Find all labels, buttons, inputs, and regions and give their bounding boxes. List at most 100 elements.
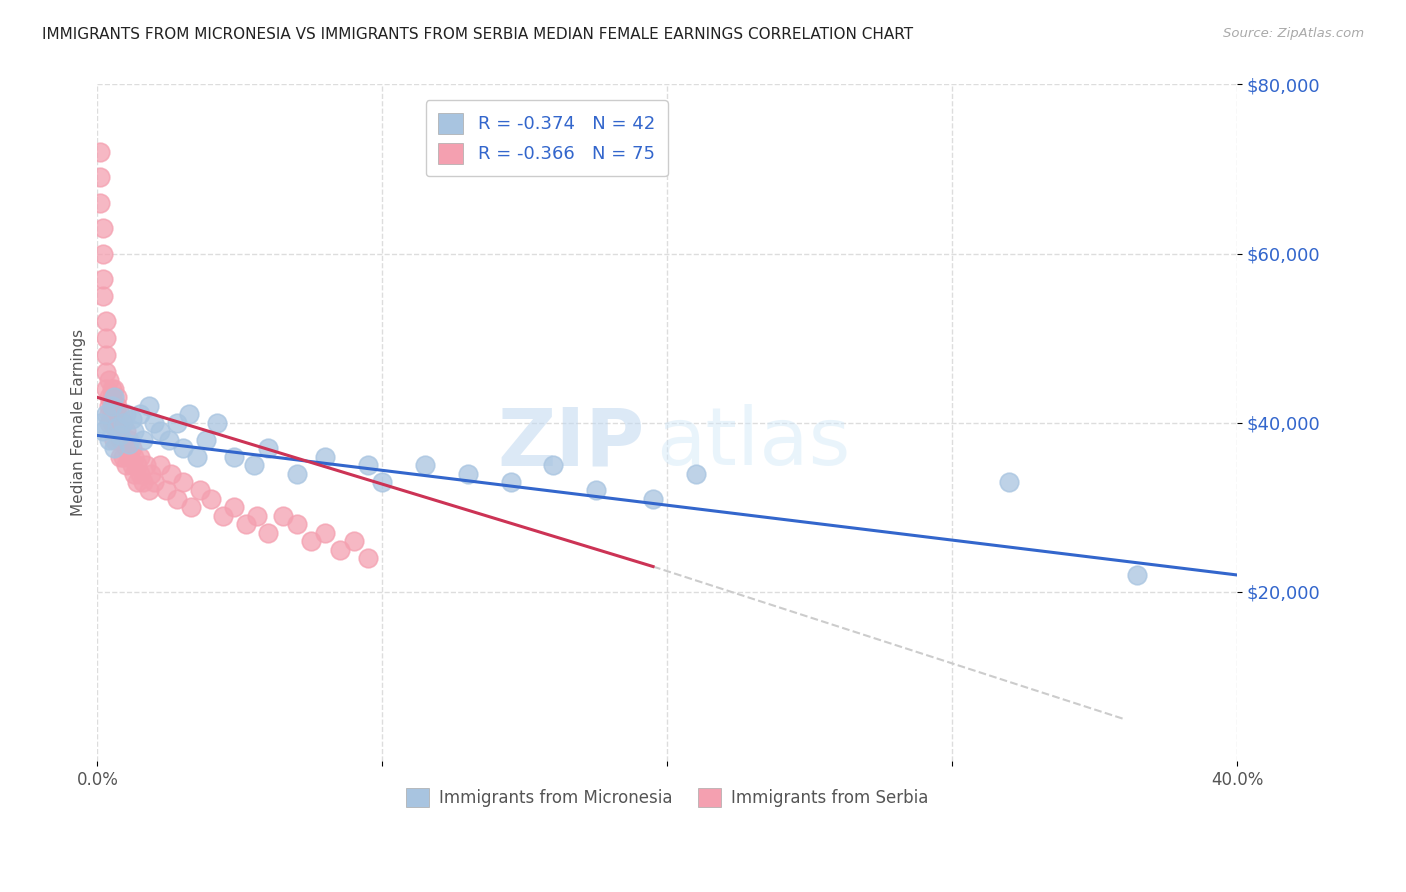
- Point: [200, 491, 222, 506]
- Point: [108, 433, 131, 447]
- Point: [235, 517, 257, 532]
- Point: [94, 407, 117, 421]
- Point: [97, 390, 120, 404]
- Legend: Immigrants from Micronesia, Immigrants from Serbia: Immigrants from Micronesia, Immigrants f…: [399, 781, 935, 814]
- Point: [329, 542, 352, 557]
- Point: [314, 525, 336, 540]
- Point: [108, 407, 131, 421]
- Point: [132, 475, 155, 489]
- Point: [186, 450, 208, 464]
- Point: [111, 450, 134, 464]
- Point: [271, 508, 294, 523]
- Point: [121, 411, 143, 425]
- Point: [413, 458, 436, 472]
- Point: [172, 441, 194, 455]
- Point: [180, 500, 202, 515]
- Point: [124, 424, 146, 438]
- Point: [246, 508, 269, 523]
- Point: [124, 450, 146, 464]
- Point: [149, 458, 172, 472]
- Point: [91, 221, 114, 235]
- Point: [89, 170, 111, 185]
- Point: [100, 399, 122, 413]
- Point: [141, 467, 163, 481]
- Point: [314, 450, 336, 464]
- Point: [105, 420, 128, 434]
- Point: [115, 458, 138, 472]
- Point: [97, 374, 120, 388]
- Point: [127, 475, 149, 489]
- Point: [121, 441, 143, 455]
- Point: [89, 195, 111, 210]
- Point: [100, 416, 122, 430]
- Point: [118, 450, 141, 464]
- Point: [89, 145, 111, 160]
- Point: [138, 399, 160, 413]
- Point: [103, 433, 125, 447]
- Point: [257, 441, 280, 455]
- Point: [499, 475, 522, 489]
- Point: [105, 416, 128, 430]
- Y-axis label: Median Female Earnings: Median Female Earnings: [72, 329, 86, 516]
- Point: [108, 450, 131, 464]
- Point: [115, 441, 138, 455]
- Point: [257, 525, 280, 540]
- Point: [97, 407, 120, 421]
- Point: [108, 428, 131, 442]
- Point: [97, 416, 120, 430]
- Point: [100, 390, 122, 404]
- Point: [194, 433, 217, 447]
- Point: [121, 458, 143, 472]
- Point: [1126, 568, 1149, 582]
- Point: [285, 467, 308, 481]
- Point: [143, 475, 166, 489]
- Point: [160, 467, 183, 481]
- Point: [998, 475, 1021, 489]
- Text: IMMIGRANTS FROM MICRONESIA VS IMMIGRANTS FROM SERBIA MEDIAN FEMALE EARNINGS CORR: IMMIGRANTS FROM MICRONESIA VS IMMIGRANTS…: [42, 27, 914, 42]
- Point: [91, 246, 114, 260]
- Point: [118, 433, 141, 447]
- Point: [135, 458, 157, 472]
- Point: [543, 458, 565, 472]
- Point: [100, 407, 122, 421]
- Point: [94, 382, 117, 396]
- Point: [211, 508, 233, 523]
- Point: [111, 433, 134, 447]
- Point: [129, 467, 152, 481]
- Point: [205, 416, 228, 430]
- Point: [100, 399, 122, 413]
- Point: [91, 272, 114, 286]
- Point: [103, 399, 125, 413]
- Point: [457, 467, 479, 481]
- Point: [94, 331, 117, 345]
- Point: [129, 407, 152, 421]
- Point: [285, 517, 308, 532]
- Point: [129, 450, 152, 464]
- Point: [97, 433, 120, 447]
- Point: [103, 416, 125, 430]
- Point: [357, 458, 380, 472]
- Point: [94, 348, 117, 362]
- Point: [105, 390, 128, 404]
- Point: [149, 424, 172, 438]
- Point: [357, 551, 380, 566]
- Point: [155, 483, 177, 498]
- Point: [685, 467, 707, 481]
- Point: [172, 475, 194, 489]
- Point: [108, 424, 131, 438]
- Point: [115, 407, 138, 421]
- Point: [166, 491, 188, 506]
- Text: Source: ZipAtlas.com: Source: ZipAtlas.com: [1223, 27, 1364, 40]
- Point: [91, 289, 114, 303]
- Point: [94, 314, 117, 328]
- Point: [138, 483, 160, 498]
- Point: [188, 483, 211, 498]
- Point: [641, 491, 664, 506]
- Point: [103, 390, 125, 404]
- Point: [166, 416, 188, 430]
- Text: ZIP: ZIP: [498, 404, 644, 482]
- Point: [97, 399, 120, 413]
- Point: [371, 475, 394, 489]
- Point: [100, 382, 122, 396]
- Point: [111, 416, 134, 430]
